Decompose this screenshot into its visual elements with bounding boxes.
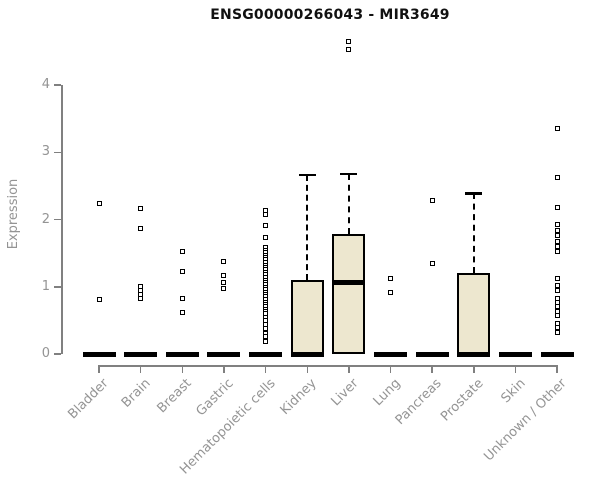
outlier-point [221, 272, 227, 278]
outlier-point [179, 310, 185, 316]
outlier-point [96, 200, 102, 206]
outlier-point [138, 226, 144, 232]
outlier-point [179, 295, 185, 301]
y-tick-label: 1 [41, 278, 50, 294]
median-line [374, 351, 408, 357]
x-tick-mark [389, 366, 392, 373]
outlier-point [554, 243, 560, 249]
chart-title: ENSG00000266043 - MIR3649 [210, 7, 450, 23]
outlier-point [554, 299, 560, 305]
y-tick-mark [54, 84, 61, 86]
outlier-point [429, 198, 435, 204]
median-line [457, 351, 491, 357]
y-tick-mark [54, 218, 61, 221]
outlier-point [554, 282, 560, 288]
y-tick-mark [54, 286, 61, 288]
y-tick-label: 2 [41, 211, 50, 227]
median-line [124, 351, 158, 357]
outlier-point [554, 222, 560, 228]
whisker-cap [340, 172, 358, 176]
outlier-point [221, 259, 227, 265]
outlier-point [179, 249, 185, 255]
x-tick-mark [473, 366, 475, 373]
x-axis-line [98, 365, 558, 367]
outlier-point [346, 46, 352, 52]
outlier-point [263, 325, 269, 331]
x-tick-mark [181, 366, 184, 373]
outlier-point [263, 223, 269, 229]
x-tick-mark [98, 366, 100, 373]
outlier-point [554, 238, 560, 244]
outlier-point [554, 275, 560, 281]
whisker-cap [465, 192, 483, 195]
median-line [290, 351, 324, 357]
outlier-point [554, 320, 560, 326]
outlier-point [346, 38, 352, 44]
outlier-point [554, 325, 560, 331]
x-tick-mark [348, 366, 350, 373]
whisker-line [306, 175, 309, 281]
median-line [499, 351, 532, 357]
outlier-point [554, 126, 560, 132]
median-line [165, 351, 199, 357]
y-axis-line [61, 85, 63, 354]
y-tick-label: 3 [41, 144, 50, 160]
box-rect [332, 234, 366, 354]
outlier-point [554, 304, 560, 310]
x-tick-mark [223, 366, 225, 373]
median-line [207, 351, 241, 357]
y-axis-label: Expression [6, 178, 21, 250]
median-line [415, 351, 449, 357]
outlier-point [263, 211, 269, 217]
box-rect [457, 273, 491, 354]
outlier-point [429, 261, 435, 267]
outlier-point [554, 249, 560, 255]
y-tick-label: 0 [41, 346, 50, 361]
outlier-point [179, 269, 185, 275]
x-tick-mark [139, 366, 142, 373]
median-line [332, 279, 366, 285]
whisker-cap [298, 173, 316, 177]
outlier-point [554, 233, 560, 239]
x-tick-mark [556, 366, 558, 373]
outlier-point [554, 227, 560, 233]
outlier-point [263, 334, 269, 339]
y-tick-label: 4 [41, 77, 50, 92]
outlier-point [554, 313, 560, 319]
x-tick-mark [306, 366, 308, 373]
y-tick-mark [54, 151, 61, 153]
outlier-point [96, 297, 102, 303]
outlier-point [554, 204, 560, 210]
outlier-point [554, 329, 560, 335]
outlier-point [263, 338, 269, 344]
outlier-point [388, 275, 394, 281]
outlier-point [221, 280, 227, 286]
outlier-point [554, 174, 560, 180]
x-tick-mark [264, 366, 267, 373]
x-tick-mark [431, 366, 433, 373]
median-line [249, 351, 283, 357]
outlier-point [221, 286, 227, 292]
whisker-line [472, 193, 475, 274]
outlier-point [138, 296, 144, 302]
outlier-point [263, 235, 269, 241]
x-tick-mark [514, 366, 517, 373]
median-line [82, 351, 116, 357]
median-line [540, 351, 574, 357]
outlier-point [138, 205, 144, 211]
outlier-point [388, 290, 394, 296]
outlier-point [554, 288, 560, 294]
whisker-line [347, 173, 350, 235]
y-tick-mark [54, 353, 61, 355]
box-rect [290, 280, 324, 354]
